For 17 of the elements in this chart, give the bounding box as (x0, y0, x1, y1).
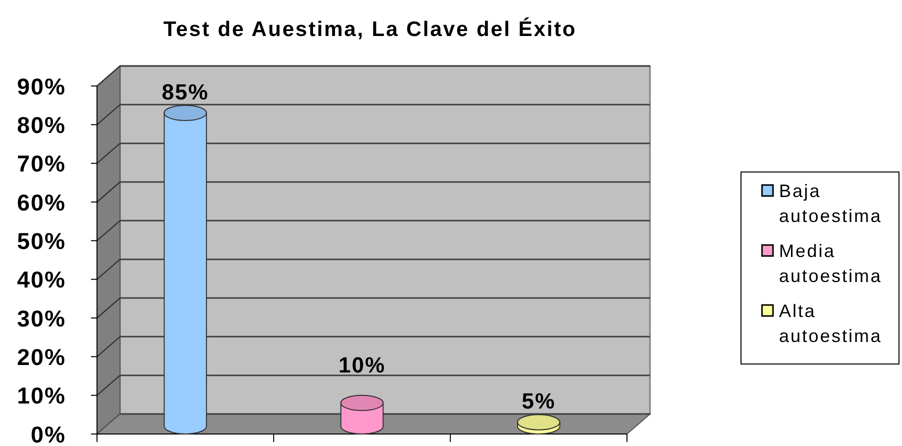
y-tick-label: 0% (30, 421, 66, 446)
data-label: 10% (338, 352, 386, 378)
y-tick-label: 70% (16, 150, 66, 177)
y-tick-label: 40% (16, 266, 66, 293)
y-tick-label: 80% (16, 112, 66, 138)
data-label: 5% (522, 388, 556, 414)
legend-label: Alta autoestima (779, 301, 882, 346)
y-tick-label: 50% (16, 228, 66, 254)
y-tick-label: 10% (16, 382, 66, 409)
y-tick-label: 20% (16, 344, 66, 370)
data-label: 85% (162, 79, 209, 104)
legend-label: Baja autoestima (779, 181, 882, 226)
y-tick-label: 30% (16, 305, 66, 332)
chart-title: Test de Auestima, La Clave del Éxito (163, 17, 577, 41)
y-tick-label: 90% (16, 73, 66, 100)
legend-label: Media autoestima (779, 241, 882, 286)
y-tick-label: 60% (16, 189, 66, 216)
